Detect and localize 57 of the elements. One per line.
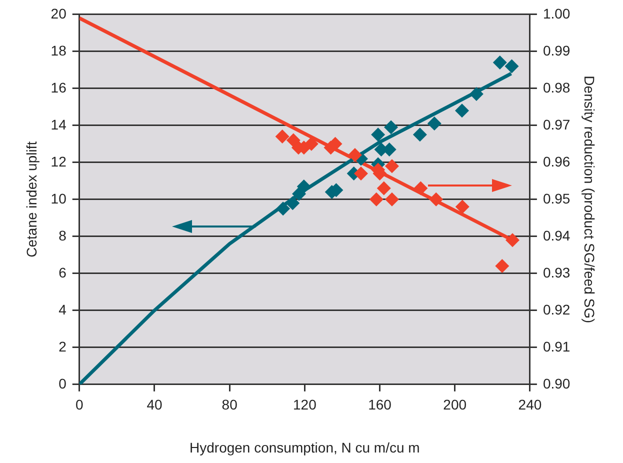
- y2-tick-label: 0.91: [542, 338, 570, 354]
- point: [304, 136, 318, 151]
- point: [371, 128, 386, 142]
- x-tick-label: 160: [368, 396, 392, 413]
- point: [504, 59, 519, 74]
- point: [276, 202, 290, 216]
- x-tick-label: 200: [443, 396, 467, 413]
- point: [369, 192, 384, 206]
- point: [354, 166, 368, 180]
- y-tick-label: 12: [50, 153, 67, 170]
- x-tick-label: 240: [518, 396, 542, 413]
- y2-tick-label: 1.00: [542, 5, 570, 22]
- point: [296, 179, 311, 194]
- x-tick-label: 0: [75, 396, 84, 413]
- x-axis-title: Hydrogen consumption, N cu m/cu m: [190, 439, 420, 456]
- point: [286, 196, 300, 210]
- y-tick-label: 14: [50, 116, 67, 132]
- y2-tick-label: 0.97: [542, 116, 570, 132]
- y2-tick-label: 0.98: [542, 79, 570, 96]
- y2-tick-label: 0.92: [542, 301, 570, 318]
- y-tick-label: 18: [50, 42, 67, 58]
- point: [495, 259, 510, 273]
- y-tick-label: 4: [58, 301, 67, 318]
- y-tick-label: 8: [58, 227, 67, 244]
- y-tick-label: 20: [50, 5, 67, 22]
- point: [454, 104, 469, 118]
- point: [469, 86, 484, 101]
- point: [427, 116, 442, 131]
- y2-axis-title: Density reduction (product SG/feed SG): [582, 76, 598, 324]
- point: [286, 133, 300, 148]
- point: [376, 181, 391, 196]
- y2-tick-label: 0.93: [542, 264, 570, 280]
- point: [384, 192, 399, 206]
- point: [275, 130, 290, 144]
- point: [429, 192, 444, 206]
- y2-tick-label: 0.95: [542, 190, 570, 206]
- point: [492, 56, 507, 70]
- y-tick-label: 10: [50, 190, 67, 206]
- point: [455, 200, 470, 214]
- y-tick-label: 6: [58, 264, 67, 280]
- y2-tick-label: 0.90: [542, 375, 570, 392]
- y-tick-label: 2: [58, 338, 67, 354]
- point: [505, 233, 520, 248]
- y2-tick-label: 0.96: [542, 153, 570, 170]
- x-tick-label: 120: [292, 396, 317, 413]
- x-tick-label: 80: [222, 396, 238, 413]
- y-axis-title: Cetane index uplift: [23, 141, 40, 258]
- y2-tick-label: 0.94: [542, 227, 570, 244]
- point: [412, 128, 427, 142]
- point: [414, 181, 428, 196]
- point: [348, 148, 362, 162]
- point: [384, 159, 399, 174]
- y-tick-label: 16: [50, 79, 67, 96]
- y-tick-label: 0: [58, 375, 67, 392]
- point: [384, 120, 398, 134]
- x-tick-label: 40: [146, 396, 162, 413]
- y2-tick-label: 0.99: [542, 42, 570, 58]
